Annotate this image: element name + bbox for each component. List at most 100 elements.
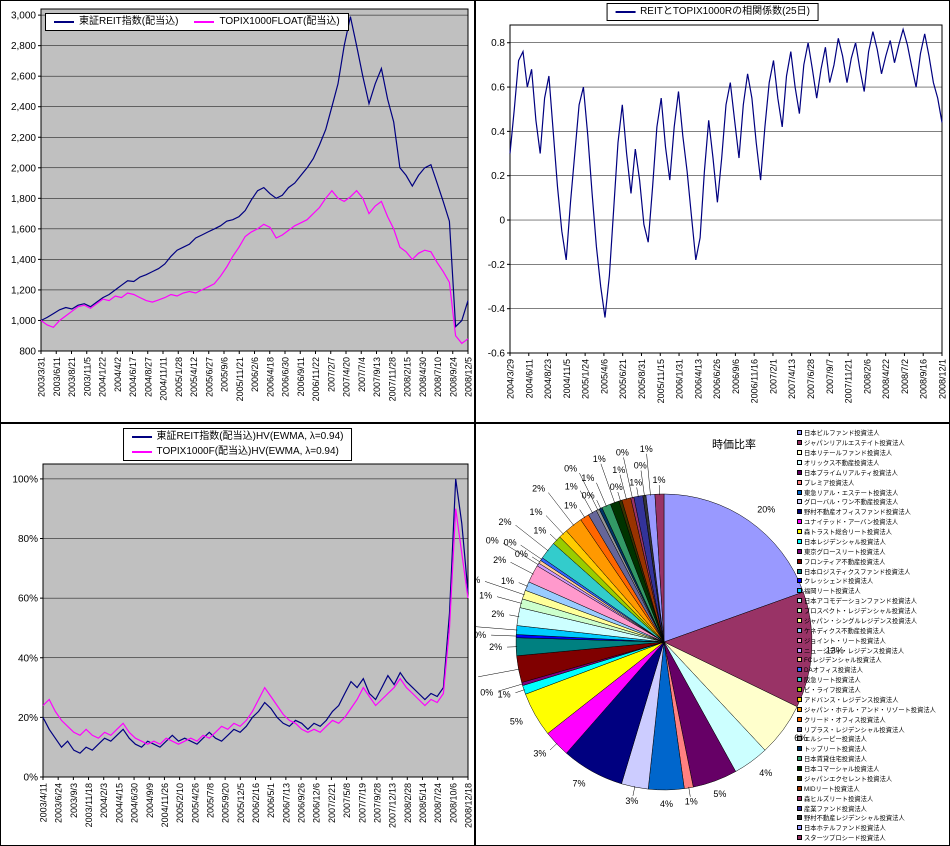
pie-legend-item: 日本アコモデーションファンド投資法人 bbox=[797, 596, 947, 606]
x-tick-label: 2005/6/21 bbox=[618, 359, 628, 399]
legend-label: エルシーピー投資法人 bbox=[804, 736, 867, 744]
x-tick-label: 2007/9/13 bbox=[372, 357, 382, 397]
leader-line bbox=[688, 786, 691, 797]
pie-label: 1% bbox=[593, 454, 606, 464]
x-tick-label: 2005/12/5 bbox=[236, 783, 246, 823]
legend-label: 日本ビルファンド投資法人 bbox=[804, 430, 880, 438]
pie-legend-item: MIDリート投資法人 bbox=[797, 784, 947, 794]
x-tick-label: 2004/8/23 bbox=[543, 359, 553, 399]
legend-swatch bbox=[797, 706, 802, 712]
leader-line bbox=[579, 509, 586, 519]
legend-label: 日本レジデンシャル投資法人 bbox=[804, 538, 886, 546]
pie-legend-item: 森ヒルズリート投資法人 bbox=[797, 793, 947, 803]
pie-legend-item: ジャパンエクセレント投資法人 bbox=[797, 774, 947, 784]
legend-swatch bbox=[797, 608, 802, 613]
y-tick-label: 2,400 bbox=[11, 102, 36, 113]
x-tick-label: 2004/9/9 bbox=[145, 783, 155, 818]
legend-swatch bbox=[797, 746, 802, 752]
series-line-0 bbox=[509, 27, 943, 318]
pie-slice-0 bbox=[663, 493, 804, 643]
x-tick-label: 2005/9/6 bbox=[220, 357, 230, 392]
x-tick-label: 2005/7/8 bbox=[206, 783, 216, 818]
pie-legend-item: 日本ホテルファンド投資法人 bbox=[797, 823, 947, 833]
pie-legend-item: リプラス・レジデンシャル投資法人 bbox=[797, 724, 947, 734]
x-tick-label: 2007/9/28 bbox=[372, 783, 382, 823]
leader-line bbox=[596, 482, 607, 507]
legend-swatch bbox=[797, 538, 802, 544]
x-tick-label: 2004/8/27 bbox=[143, 357, 153, 397]
pie-label: 1% bbox=[565, 481, 578, 491]
y-tick-label: 0 bbox=[499, 216, 505, 227]
legend-label: オリックス不動産投資法人 bbox=[804, 459, 880, 467]
pie-label: 4% bbox=[660, 799, 673, 809]
leader-line bbox=[545, 515, 564, 535]
pie-label: 0% bbox=[515, 549, 528, 559]
leader-line bbox=[515, 524, 549, 552]
pie-label: 1% bbox=[685, 797, 698, 807]
pie-legend-item: 日本ロジスティクスファンド投資法人 bbox=[797, 566, 947, 576]
legend-label: ニューシティ・レジデンス投資法人 bbox=[804, 647, 905, 655]
plot-area bbox=[40, 8, 469, 352]
legend-swatch bbox=[797, 667, 802, 673]
y-tick-label: 2,200 bbox=[11, 133, 36, 144]
legend-label: ジャパンリアルエステイト投資法人 bbox=[804, 440, 905, 448]
legend-label: グローバル・ワン不動産投資法人 bbox=[804, 499, 899, 507]
legend-label: トップリート投資法人 bbox=[804, 746, 867, 754]
legend-item: 東証REIT指数(配当込)HV(EWMA, λ=0.94) bbox=[131, 430, 343, 444]
legend-swatch bbox=[797, 795, 802, 801]
y-tick-label: 100% bbox=[12, 474, 38, 485]
pie-legend-item: 東急リアル・エステート投資法人 bbox=[797, 487, 947, 497]
y-tick-label: 0.6 bbox=[491, 83, 505, 94]
pie-legend-item: プレミア投資法人 bbox=[797, 477, 947, 487]
leader-line bbox=[596, 499, 602, 510]
leader-line bbox=[510, 561, 534, 575]
pie-legend-item: ジャパン・シングルレジデンス投資法人 bbox=[797, 616, 947, 626]
leader-line bbox=[484, 581, 525, 596]
pie-legend-item: エルシーピー投資法人 bbox=[797, 734, 947, 744]
x-tick-label: 2003/6/24 bbox=[54, 783, 64, 823]
x-tick-label: 2004/6/11 bbox=[524, 359, 534, 398]
y-tick-label: -0.6 bbox=[488, 349, 506, 360]
y-tick-label: 1,400 bbox=[11, 255, 36, 266]
y-tick-label: 3,000 bbox=[11, 11, 36, 22]
x-tick-label: 2004/11/5 bbox=[562, 359, 572, 398]
x-tick-label: 2004/6/30 bbox=[130, 783, 140, 823]
pie-legend-item: DAオフィス投資法人 bbox=[797, 665, 947, 675]
pie-label: 1% bbox=[529, 507, 542, 517]
leader-line bbox=[518, 582, 528, 587]
legend-label: 日本賃貸住宅投資法人 bbox=[804, 756, 867, 764]
correlation-chart-legend: REITとTOPIX1000Rの相関係数(25日) bbox=[606, 3, 819, 21]
pie-legend-item: 日本賃貸住宅投資法人 bbox=[797, 754, 947, 764]
pie-label: 1% bbox=[652, 475, 665, 485]
pie-title: 時価比率 bbox=[712, 439, 756, 451]
pie-legend-item: プロスペクト・レジデンシャル投資法人 bbox=[797, 606, 947, 616]
pie-legend-item: アドバンス・レジデンス投資法人 bbox=[797, 695, 947, 705]
pie-label: 3% bbox=[533, 748, 546, 758]
legend-swatch bbox=[797, 736, 802, 742]
leader-line bbox=[496, 596, 523, 604]
x-tick-label: 2003/9/3 bbox=[69, 783, 79, 818]
y-tick-label: 1,800 bbox=[11, 194, 36, 205]
legend-swatch bbox=[797, 756, 802, 762]
pie-legend-item: オリックス不動産投資法人 bbox=[797, 458, 947, 468]
x-tick-label: 2006/2/16 bbox=[251, 783, 261, 823]
legend-swatch bbox=[797, 430, 802, 436]
pie-legend-item: 福岡リート投資法人 bbox=[797, 586, 947, 596]
x-tick-label: 2005/2/10 bbox=[175, 783, 185, 823]
y-tick-label: 2,800 bbox=[11, 41, 36, 52]
x-tick-label: 2008/12/5 bbox=[464, 357, 474, 397]
legend-label: 森トラスト総合リート投資法人 bbox=[804, 529, 893, 536]
x-tick-label: 2004/11/26 bbox=[160, 783, 170, 827]
legend-label: 日本ロジスティクスファンド投資法人 bbox=[804, 568, 911, 576]
x-tick-label: 2008/2/6 bbox=[862, 359, 872, 394]
legend-swatch bbox=[797, 459, 802, 465]
x-tick-label: 2007/4/20 bbox=[342, 357, 352, 397]
x-tick-label: 2004/6/17 bbox=[128, 357, 138, 397]
x-tick-label: 2006/5/1 bbox=[266, 783, 276, 818]
x-tick-label: 2008/4/22 bbox=[881, 359, 891, 399]
leader-line bbox=[531, 556, 541, 563]
pie-legend-item: 阪急リート投資法人 bbox=[797, 675, 947, 685]
pie-legend-item: 日本プライムリアルティ投資法人 bbox=[797, 468, 947, 478]
x-tick-label: 2004/1/22 bbox=[98, 357, 108, 397]
x-tick-label: 2008/7/2 bbox=[900, 359, 910, 394]
